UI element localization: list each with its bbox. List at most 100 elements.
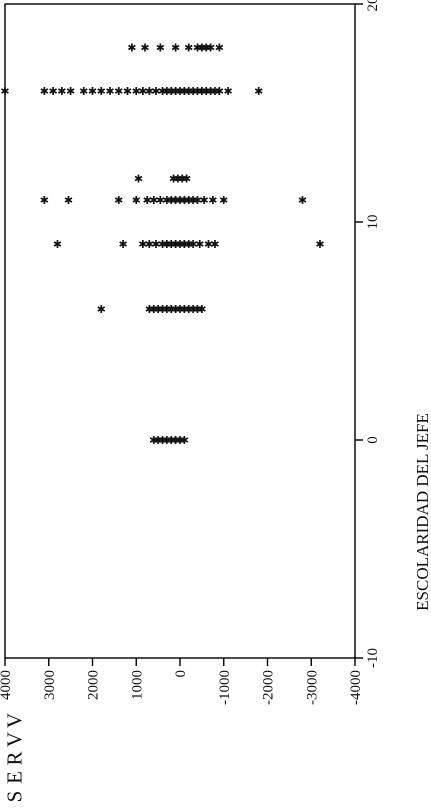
- data-point: ✱: [40, 85, 49, 98]
- data-point: ✱: [193, 303, 202, 316]
- data-point: ✱: [114, 194, 123, 207]
- data-point: ✱: [208, 194, 217, 207]
- data-point: ✱: [123, 85, 132, 98]
- x-axis: -10 0 10 20: [355, 0, 381, 668]
- data-point: ✱: [132, 194, 141, 207]
- y-axis-label-letter: S: [2, 790, 27, 803]
- y-tick-label: 1000: [129, 670, 145, 700]
- data-point: ✱: [156, 194, 165, 207]
- data-point: ✱: [97, 85, 106, 98]
- data-point: ✱: [167, 85, 176, 98]
- data-point: ✱: [298, 194, 307, 207]
- data-point: ✱: [158, 434, 167, 447]
- data-point: ✱: [189, 238, 198, 251]
- data-point: ✱: [64, 194, 73, 207]
- data-point: ✱: [210, 238, 219, 251]
- data-point: ✱: [193, 85, 202, 98]
- y-tick-label: 0: [173, 670, 189, 678]
- data-point: ✱: [189, 85, 198, 98]
- data-point: ✱: [145, 238, 154, 251]
- data-point: ✱: [145, 303, 154, 316]
- data-point: ✱: [175, 303, 184, 316]
- data-point: ✱: [140, 42, 149, 55]
- data-point: ✱: [189, 194, 198, 207]
- data-point: ✱: [138, 85, 147, 98]
- data-point: ✱: [49, 85, 58, 98]
- data-point: ✱: [154, 434, 163, 447]
- data-point: ✱: [175, 238, 184, 251]
- x-tick-label: 20: [365, 0, 381, 12]
- x-tick-label: -10: [365, 648, 381, 668]
- data-point: ✱: [143, 194, 152, 207]
- data-point: ✱: [199, 194, 208, 207]
- data-point: ✱: [195, 238, 204, 251]
- data-point: ✱: [182, 172, 191, 185]
- y-tick-label: 4000: [0, 670, 14, 700]
- data-point: ✱: [158, 85, 167, 98]
- data-point: ✱: [215, 85, 224, 98]
- y-axis: 4000 3000 2000 1000 0 -1000 -2000 -3000 -4000: [0, 658, 364, 705]
- data-point: ✱: [138, 238, 147, 251]
- data-point: ✱: [180, 434, 189, 447]
- data-point: ✱: [162, 194, 171, 207]
- data-point: ✱: [171, 194, 180, 207]
- data-point: ✱: [66, 85, 75, 98]
- y-tick-label: 2000: [86, 670, 102, 700]
- data-point: ✱: [184, 42, 193, 55]
- data-point: ✱: [127, 42, 136, 55]
- data-point: ✱: [132, 85, 141, 98]
- data-point: ✱: [105, 85, 114, 98]
- data-point: ✱: [151, 85, 160, 98]
- data-point: ✱: [156, 42, 165, 55]
- data-point: ✱: [219, 194, 228, 207]
- data-point: ✱: [167, 303, 176, 316]
- data-point: ✱: [193, 194, 202, 207]
- data-point: ✱: [215, 42, 224, 55]
- y-tick-label: -1000: [217, 670, 233, 705]
- x-axis-label: ESCOLARIDAD DEL JEFE: [413, 413, 431, 611]
- data-point: ✱: [171, 85, 180, 98]
- data-point: ✱: [167, 194, 176, 207]
- data-point: ✱: [79, 85, 88, 98]
- data-point: ✱: [151, 238, 160, 251]
- data-point: ✱: [162, 434, 171, 447]
- data-point: ✱: [197, 85, 206, 98]
- data-points: ✱✱✱✱✱✱✱✱✱ ✱✱✱✱✱✱✱✱✱✱✱✱✱✱ ✱ ✱✱✱✱✱✱✱✱✱✱✱✱ ✱✱ ✱✱…: [0, 42, 324, 447]
- data-point: ✱: [204, 238, 213, 251]
- data-point: ✱: [193, 42, 202, 55]
- data-point: ✱: [184, 194, 193, 207]
- data-point: ✱: [202, 85, 211, 98]
- data-point: ✱: [210, 85, 219, 98]
- data-point: ✱: [154, 303, 163, 316]
- data-point: ✱: [162, 303, 171, 316]
- data-point: ✱: [184, 238, 193, 251]
- data-point: ✱: [149, 194, 158, 207]
- y-tick-label: 3000: [42, 670, 58, 700]
- data-point: ✱: [171, 434, 180, 447]
- data-point: ✱: [167, 434, 176, 447]
- data-point: ✱: [180, 85, 189, 98]
- data-point: ✱: [178, 172, 187, 185]
- y-tick-label: -3000: [304, 670, 320, 705]
- data-point: ✱: [119, 238, 128, 251]
- data-point: ✱: [114, 85, 123, 98]
- data-point: ✱: [145, 85, 154, 98]
- plot-frame: [4, 3, 356, 659]
- data-point: ✱: [184, 303, 193, 316]
- data-point: ✱: [162, 238, 171, 251]
- data-point: ✱: [158, 238, 167, 251]
- data-point: ✱: [175, 434, 184, 447]
- data-point: ✱: [171, 303, 180, 316]
- data-point: ✱: [173, 172, 182, 185]
- data-point: ✱: [169, 172, 178, 185]
- data-point: ✱: [202, 42, 211, 55]
- data-point: ✱: [175, 194, 184, 207]
- data-point: ✱: [158, 303, 167, 316]
- data-point: ✱: [180, 303, 189, 316]
- data-point: ✱: [97, 303, 106, 316]
- data-point: ✱: [180, 194, 189, 207]
- x-tick-label: 0: [365, 436, 381, 444]
- data-point: ✱: [197, 42, 206, 55]
- data-point: ✱: [57, 85, 66, 98]
